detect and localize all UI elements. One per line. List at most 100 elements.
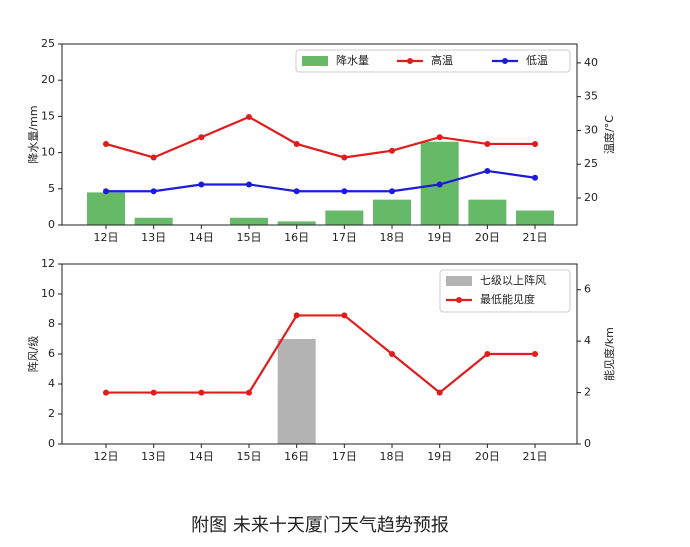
legend-swatch: [502, 58, 508, 64]
y2-tick-label: 20: [584, 191, 598, 204]
x-tick-label: 19日: [427, 450, 452, 463]
legend-swatch: [456, 297, 462, 303]
marker: [150, 154, 157, 161]
legend: 降水量 高温 低温: [295, 49, 571, 73]
bar: [134, 217, 173, 225]
x-tick-label: 13日: [141, 450, 166, 463]
y-tick-label: 8: [48, 317, 55, 330]
legend-label: 高温: [431, 53, 453, 67]
x-tick-label: 14日: [189, 450, 214, 463]
y-tick-label: 0: [48, 437, 55, 450]
marker: [246, 389, 253, 396]
legend-swatch: [407, 58, 413, 64]
caption: 附图 未来十天厦门天气趋势预报: [191, 515, 449, 536]
y-axis-label: 降水量/mm: [26, 105, 40, 163]
marker: [150, 389, 157, 396]
marker: [246, 113, 253, 120]
x-tick-label: 20日: [475, 231, 500, 244]
x-tick-label: 20日: [475, 450, 500, 463]
legend-label: 降水量: [336, 53, 369, 67]
y-axis-label: 阵风/级: [26, 336, 40, 373]
marker: [389, 188, 396, 195]
y-tick-label: 25: [41, 37, 55, 50]
marker: [293, 140, 300, 147]
line: [105, 115, 536, 159]
y-tick-label: 2: [48, 407, 55, 420]
x-tick-label: 16日: [284, 231, 309, 244]
marker: [341, 154, 348, 161]
x-tick-label: 12日: [94, 231, 119, 244]
x-tick-label: 12日: [94, 450, 119, 463]
line: [106, 314, 536, 394]
y-tick-label: 20: [41, 73, 55, 86]
bar: [325, 210, 364, 225]
marker: [198, 181, 205, 188]
x-tick-label: 21日: [523, 231, 548, 244]
legend-label: 最低能见度: [480, 292, 535, 306]
x-tick-label: 16日: [284, 450, 309, 463]
y-tick-label: 6: [48, 347, 55, 360]
x-tick-label: 13日: [141, 231, 166, 244]
marker: [436, 389, 443, 396]
marker: [198, 134, 205, 141]
bar: [516, 210, 555, 225]
x-tick-label: 17日: [332, 231, 357, 244]
x-tick-label: 21日: [523, 450, 548, 463]
marker: [532, 174, 539, 181]
marker: [150, 188, 157, 195]
x-tick-label: 15日: [237, 231, 262, 244]
y-tick-label: 12: [41, 257, 55, 270]
marker: [436, 134, 443, 141]
line: [106, 169, 536, 193]
y2-tick-label: 35: [584, 90, 598, 103]
legend-frame: [295, 49, 571, 73]
y2-axis-label: 温度/°C: [602, 115, 616, 154]
y2-axis-label: 能见度/km: [602, 327, 616, 381]
marker: [246, 181, 253, 188]
y-tick-label: 4: [48, 377, 55, 390]
marker: [484, 140, 491, 147]
y2-tick-label: 6: [584, 283, 591, 296]
marker: [103, 140, 109, 147]
bar: [87, 192, 125, 225]
marker: [532, 351, 539, 357]
legend-label: 低温: [526, 54, 548, 67]
marker: [341, 188, 348, 195]
x-tick-label: 15日: [237, 450, 262, 463]
bar: [230, 217, 269, 225]
y-tick-label: 5: [48, 182, 55, 195]
marker: [484, 351, 491, 357]
marker: [389, 147, 396, 154]
y2-tick-label: 2: [584, 386, 591, 399]
marker: [293, 312, 300, 319]
y2-tick-label: 0: [584, 437, 591, 450]
y2-tick-label: 25: [584, 157, 598, 170]
bar: [277, 221, 316, 225]
y2-tick-label: 30: [584, 123, 598, 136]
legend-frame: [439, 269, 571, 313]
x-tick-label: 18日: [380, 231, 405, 244]
y2-tick-label: 40: [584, 56, 598, 69]
x-tick-label: 17日: [332, 450, 357, 463]
bar: [373, 199, 412, 225]
marker: [341, 312, 348, 319]
marker: [103, 188, 109, 195]
legend-swatch: [302, 56, 328, 66]
marker: [293, 188, 300, 195]
marker: [532, 140, 539, 147]
bar: [468, 199, 507, 225]
marker: [198, 389, 205, 396]
marker: [389, 351, 396, 357]
marker: [103, 389, 109, 396]
marker: [436, 181, 443, 188]
y-tick-label: 0: [48, 218, 55, 231]
y-tick-label: 10: [41, 146, 55, 159]
plot-frame: [61, 43, 578, 226]
x-tick-label: 14日: [189, 231, 214, 244]
y2-tick-label: 4: [584, 334, 591, 347]
x-tick-label: 18日: [380, 450, 405, 463]
legend-label: 七级以上阵风: [480, 273, 546, 287]
bar: [277, 339, 316, 444]
